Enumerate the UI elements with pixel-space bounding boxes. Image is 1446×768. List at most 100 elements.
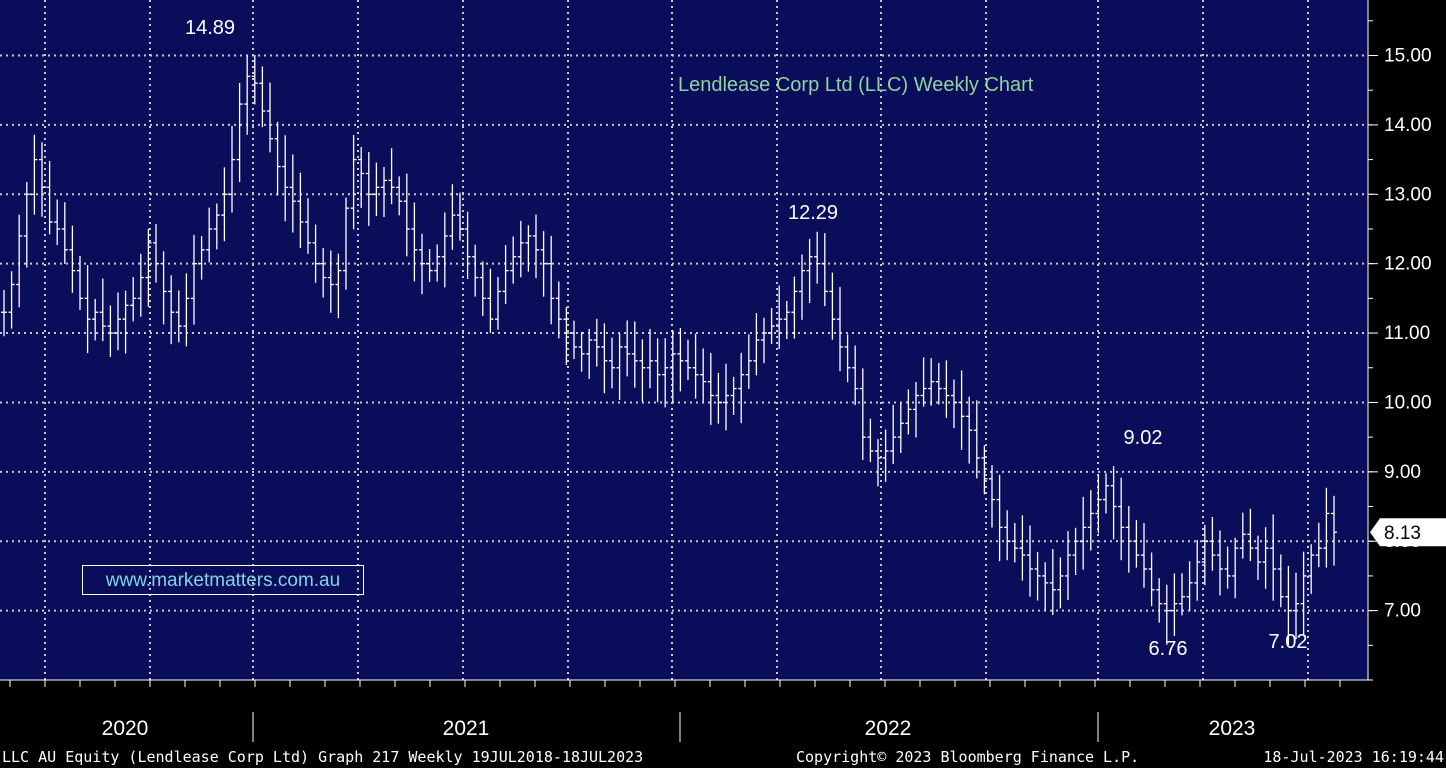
price-bar — [745, 334, 752, 389]
price-bar — [23, 181, 30, 268]
price-bar — [267, 82, 273, 153]
price-bar — [753, 313, 760, 376]
price-bar — [966, 396, 973, 464]
price-bar — [738, 352, 745, 424]
price-bar — [99, 278, 106, 342]
price-bar — [783, 300, 790, 340]
price-bar — [411, 202, 418, 282]
price-bar — [829, 272, 836, 340]
price-bar — [707, 352, 714, 425]
price-bar — [601, 323, 608, 394]
price-bar — [1163, 584, 1170, 645]
price-bar — [776, 285, 783, 350]
price-bar — [814, 231, 821, 284]
price-bar — [555, 281, 562, 339]
x-year-label: 2020 — [102, 717, 149, 740]
price-bar — [1, 289, 7, 337]
price-bar — [236, 83, 243, 183]
price-bar — [153, 223, 159, 283]
price-bar — [723, 363, 729, 431]
y-tick-label: 11.00 — [1384, 323, 1430, 344]
price-bar — [624, 320, 631, 377]
price-bar — [1308, 544, 1315, 594]
price-bar — [175, 290, 182, 343]
price-bar — [669, 330, 676, 403]
x-year-label: 2022 — [865, 717, 912, 740]
price-bar — [297, 172, 304, 248]
price-bar — [1194, 539, 1201, 601]
price-bar — [198, 236, 205, 280]
price-bar — [213, 203, 220, 250]
price-bar — [844, 334, 851, 383]
price-bar — [677, 328, 684, 392]
footer-timestamp: 18-Jul-2023 16:19:44 — [1263, 748, 1444, 766]
price-bar — [837, 287, 843, 372]
price-bar — [989, 465, 995, 528]
price-bar — [586, 328, 593, 379]
price-bar — [510, 236, 517, 284]
price-bar — [973, 400, 980, 479]
price-bar — [8, 271, 15, 329]
price-bar — [434, 244, 441, 282]
price-bar — [806, 238, 813, 304]
price-bar — [943, 360, 950, 418]
price-bar — [84, 265, 91, 354]
price-bar — [631, 321, 638, 388]
price-bar — [107, 305, 114, 357]
price-bar — [1156, 578, 1163, 623]
annotation-label: 12.29 — [788, 202, 838, 224]
price-bar — [1072, 527, 1079, 575]
price-bar — [609, 337, 615, 389]
price-bar — [1217, 530, 1223, 596]
price-bar — [540, 231, 547, 297]
price-bar — [1247, 508, 1254, 561]
price-bar — [373, 162, 380, 217]
price-bar — [221, 167, 228, 242]
price-bar — [1133, 520, 1140, 568]
price-bar — [852, 345, 859, 406]
price-bar — [958, 370, 965, 450]
price-bar — [1285, 565, 1292, 646]
price-bar — [1057, 557, 1064, 609]
price-bar — [502, 245, 509, 304]
price-bar — [1201, 524, 1208, 586]
price-bar — [639, 339, 646, 402]
price-bar — [1019, 515, 1026, 581]
watermark-link[interactable]: www.marketmatters.com.au — [82, 565, 364, 595]
price-bar — [403, 173, 410, 257]
price-bar — [457, 192, 463, 241]
price-bar — [768, 308, 775, 344]
price-bar — [882, 429, 889, 482]
price-bar — [327, 250, 334, 313]
price-bar — [821, 233, 828, 307]
price-bar — [69, 225, 76, 293]
price-bar — [1277, 554, 1284, 608]
price-bar — [1262, 527, 1269, 589]
price-bar — [183, 273, 190, 347]
price-bar — [951, 379, 957, 429]
price-bar — [130, 277, 137, 322]
y-axis: 15.0014.0013.0012.0011.0010.009.008.007.… — [1367, 0, 1432, 681]
price-bar — [1087, 490, 1094, 551]
price-bar — [996, 474, 1003, 562]
y-tick-label: 14.00 — [1384, 115, 1432, 136]
price-bar — [981, 445, 988, 495]
footer-copyright: Copyright© 2023 Bloomberg Finance L.P. — [796, 748, 1140, 766]
price-bar — [137, 253, 144, 317]
footer-security-info: LLC AU Equity (Lendlease Corp Ltd) Graph… — [2, 748, 644, 766]
annotation-label: 14.89 — [185, 17, 235, 39]
price-bar — [16, 214, 23, 308]
annotation-label: 7.02 — [1269, 631, 1308, 653]
price-bar — [913, 382, 919, 438]
annotation-label: 9.02 — [1124, 427, 1163, 449]
price-bar — [654, 338, 661, 403]
price-bar — [1141, 523, 1147, 588]
chart-title: Lendlease Corp Ltd (LLC) Weekly Chart — [678, 74, 1034, 96]
price-bar — [244, 55, 251, 135]
price-bar — [1179, 573, 1185, 616]
price-bar — [1118, 477, 1125, 561]
price-bar — [1239, 512, 1246, 559]
price-bar — [92, 298, 99, 341]
price-bars — [1, 54, 1337, 646]
price-bar — [487, 268, 494, 333]
